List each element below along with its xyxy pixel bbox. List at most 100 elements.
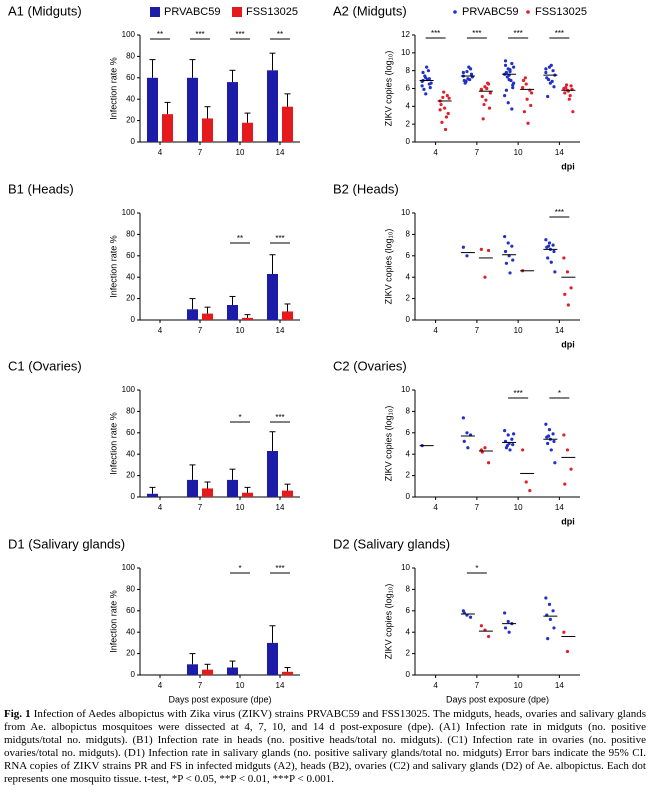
y-axis-label: Infection rate % [108,57,118,120]
dot [464,79,468,83]
dot [487,106,492,110]
dot [442,90,446,94]
dot [483,446,487,450]
dot [569,467,573,471]
dot [521,448,525,452]
dot [426,69,431,73]
x-tick-label: 7 [198,681,203,690]
panel-title: B1 (Heads) [8,181,74,196]
dot [424,92,428,96]
bar [227,82,238,142]
bar [187,664,198,675]
dot [510,437,514,441]
dot [469,72,474,76]
dot [564,86,568,90]
x-axis-label: dpi [561,516,575,526]
dot [503,626,508,630]
dot [551,432,555,436]
dot [521,86,525,90]
legend-label: FSS13025 [246,6,298,18]
dot [479,87,483,91]
dot [447,96,451,100]
dot [504,88,509,92]
x-tick-label: 14 [276,326,285,335]
caption-text: Infection of Aedes albopictus with Zika … [4,708,646,785]
dot [465,69,469,74]
x-tick-label: 10 [236,503,245,512]
dot [508,448,512,452]
bar [242,492,253,497]
dot [526,121,530,125]
y-tick-label: 60 [126,428,135,437]
dot [481,117,485,121]
dot [546,94,550,99]
dot [546,244,551,248]
panel-title: C2 (Ovaries) [333,358,407,373]
dot [503,59,508,63]
sig-label: ** [157,30,163,39]
bar [147,493,158,497]
dot [504,261,509,265]
panel-title: B2 (Heads) [333,181,399,196]
x-tick-label: 4 [158,503,163,512]
y-tick-label: 6 [406,606,411,615]
dot [544,67,548,71]
dot [506,619,510,624]
dot [485,86,489,91]
dot [512,65,516,69]
sig-label: * [475,564,478,573]
dot [446,111,450,116]
y-tick-label: 0 [406,492,411,501]
dot [438,108,442,112]
dot [562,630,566,634]
y-tick-label: 80 [126,52,135,61]
dot [552,85,556,89]
dot [441,95,445,100]
y-tick-label: 0 [406,315,411,324]
dot [568,94,572,98]
dot [486,81,490,85]
x-tick-label: 7 [198,326,203,335]
dot [510,244,514,248]
y-tick-label: 8 [406,230,411,239]
dot [465,431,469,435]
y-tick-label: 8 [406,585,411,594]
dot [425,65,429,69]
y-tick-label: 10 [401,208,410,217]
bar [227,479,238,497]
dot [479,624,483,628]
dot [427,77,431,81]
dot [465,254,469,258]
dot [483,275,487,279]
y-tick-label: 6 [406,428,411,437]
dot [549,448,553,452]
dot [506,101,510,105]
panel-title: A1 (Midguts) [8,3,82,18]
dot [444,115,449,119]
dot [468,615,473,619]
x-tick-label: 4 [158,148,163,157]
y-axis-label: ZIKV copies (log₁₀) [383,406,393,482]
x-tick-label: 7 [475,681,480,690]
y-tick-label: 100 [122,563,136,572]
y-tick-label: 60 [126,251,135,260]
y-tick-label: 2 [406,119,411,128]
y-tick-label: 8 [406,407,411,416]
bar [282,106,293,142]
x-tick-label: 14 [555,681,564,690]
dot [461,70,465,75]
y-tick-label: 4 [406,627,411,636]
dot [562,433,566,437]
dot [509,78,513,83]
dot [546,434,551,438]
y-tick-label: 4 [406,101,411,110]
dot [506,433,510,437]
dot [550,79,554,83]
y-tick-label: 0 [406,670,411,679]
y-tick-label: 20 [126,294,135,303]
dot [565,448,570,452]
dot [511,442,515,447]
dot [530,91,534,95]
y-axis-label: ZIKV copies (log₁₀) [383,584,393,660]
dot [553,461,557,465]
